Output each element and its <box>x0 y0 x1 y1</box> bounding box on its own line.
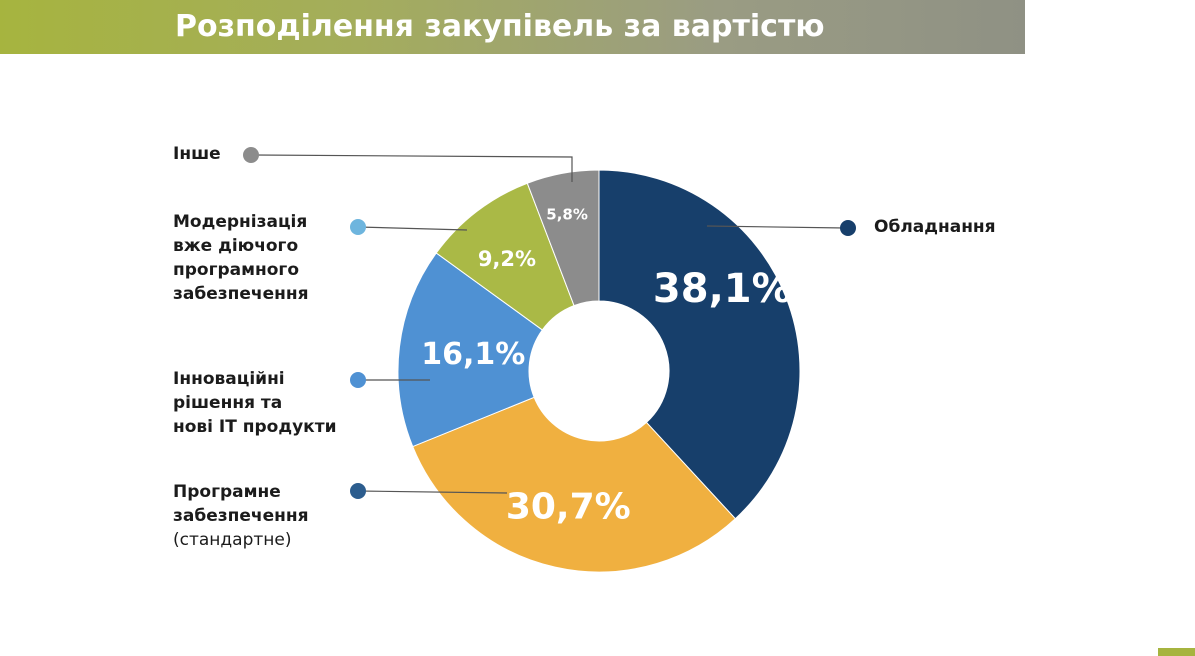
label-obladnannya: Обладнання <box>874 217 996 237</box>
marker-innovatsiini <box>350 372 366 388</box>
marker-modernizatsiya <box>350 219 366 235</box>
slice-inshe <box>526 169 600 307</box>
leader-line-inshe <box>251 154 573 182</box>
marker-prohramne <box>350 483 366 499</box>
slice-label-prohramne: 30,7% <box>506 486 631 527</box>
label-modernizatsiya: Модернізація вже діючого програмного заб… <box>173 212 309 304</box>
slice-label-modernizatsiya: 9,2% <box>478 247 536 271</box>
slice-label-obladnannya: 38,1% <box>653 266 792 312</box>
marker-inshe <box>243 147 259 163</box>
leader-line-modernizatsiya <box>357 226 468 231</box>
label-inshe: Інше <box>173 144 221 164</box>
corner-accent-mark <box>1158 648 1195 656</box>
slice-label-innovatsiini: 16,1% <box>421 337 525 372</box>
marker-obladnannya <box>840 220 856 236</box>
slice-obladnannya <box>598 169 801 520</box>
label-innovatsiini: Інноваційні рішення та нові ІТ продукти <box>173 369 337 437</box>
leader-line-prohramne <box>357 490 508 494</box>
slice-innovatsiini <box>397 252 544 448</box>
label-prohramne: Програмне забезпечення (стандартне) <box>173 482 309 550</box>
title-banner: Розподілення закупівель за вартістю <box>0 0 1025 54</box>
leader-line-obladnannya <box>706 225 846 229</box>
slice-label-inshe: 5,8% <box>546 205 588 223</box>
chart-title: Розподілення закупівель за вартістю <box>175 9 825 44</box>
